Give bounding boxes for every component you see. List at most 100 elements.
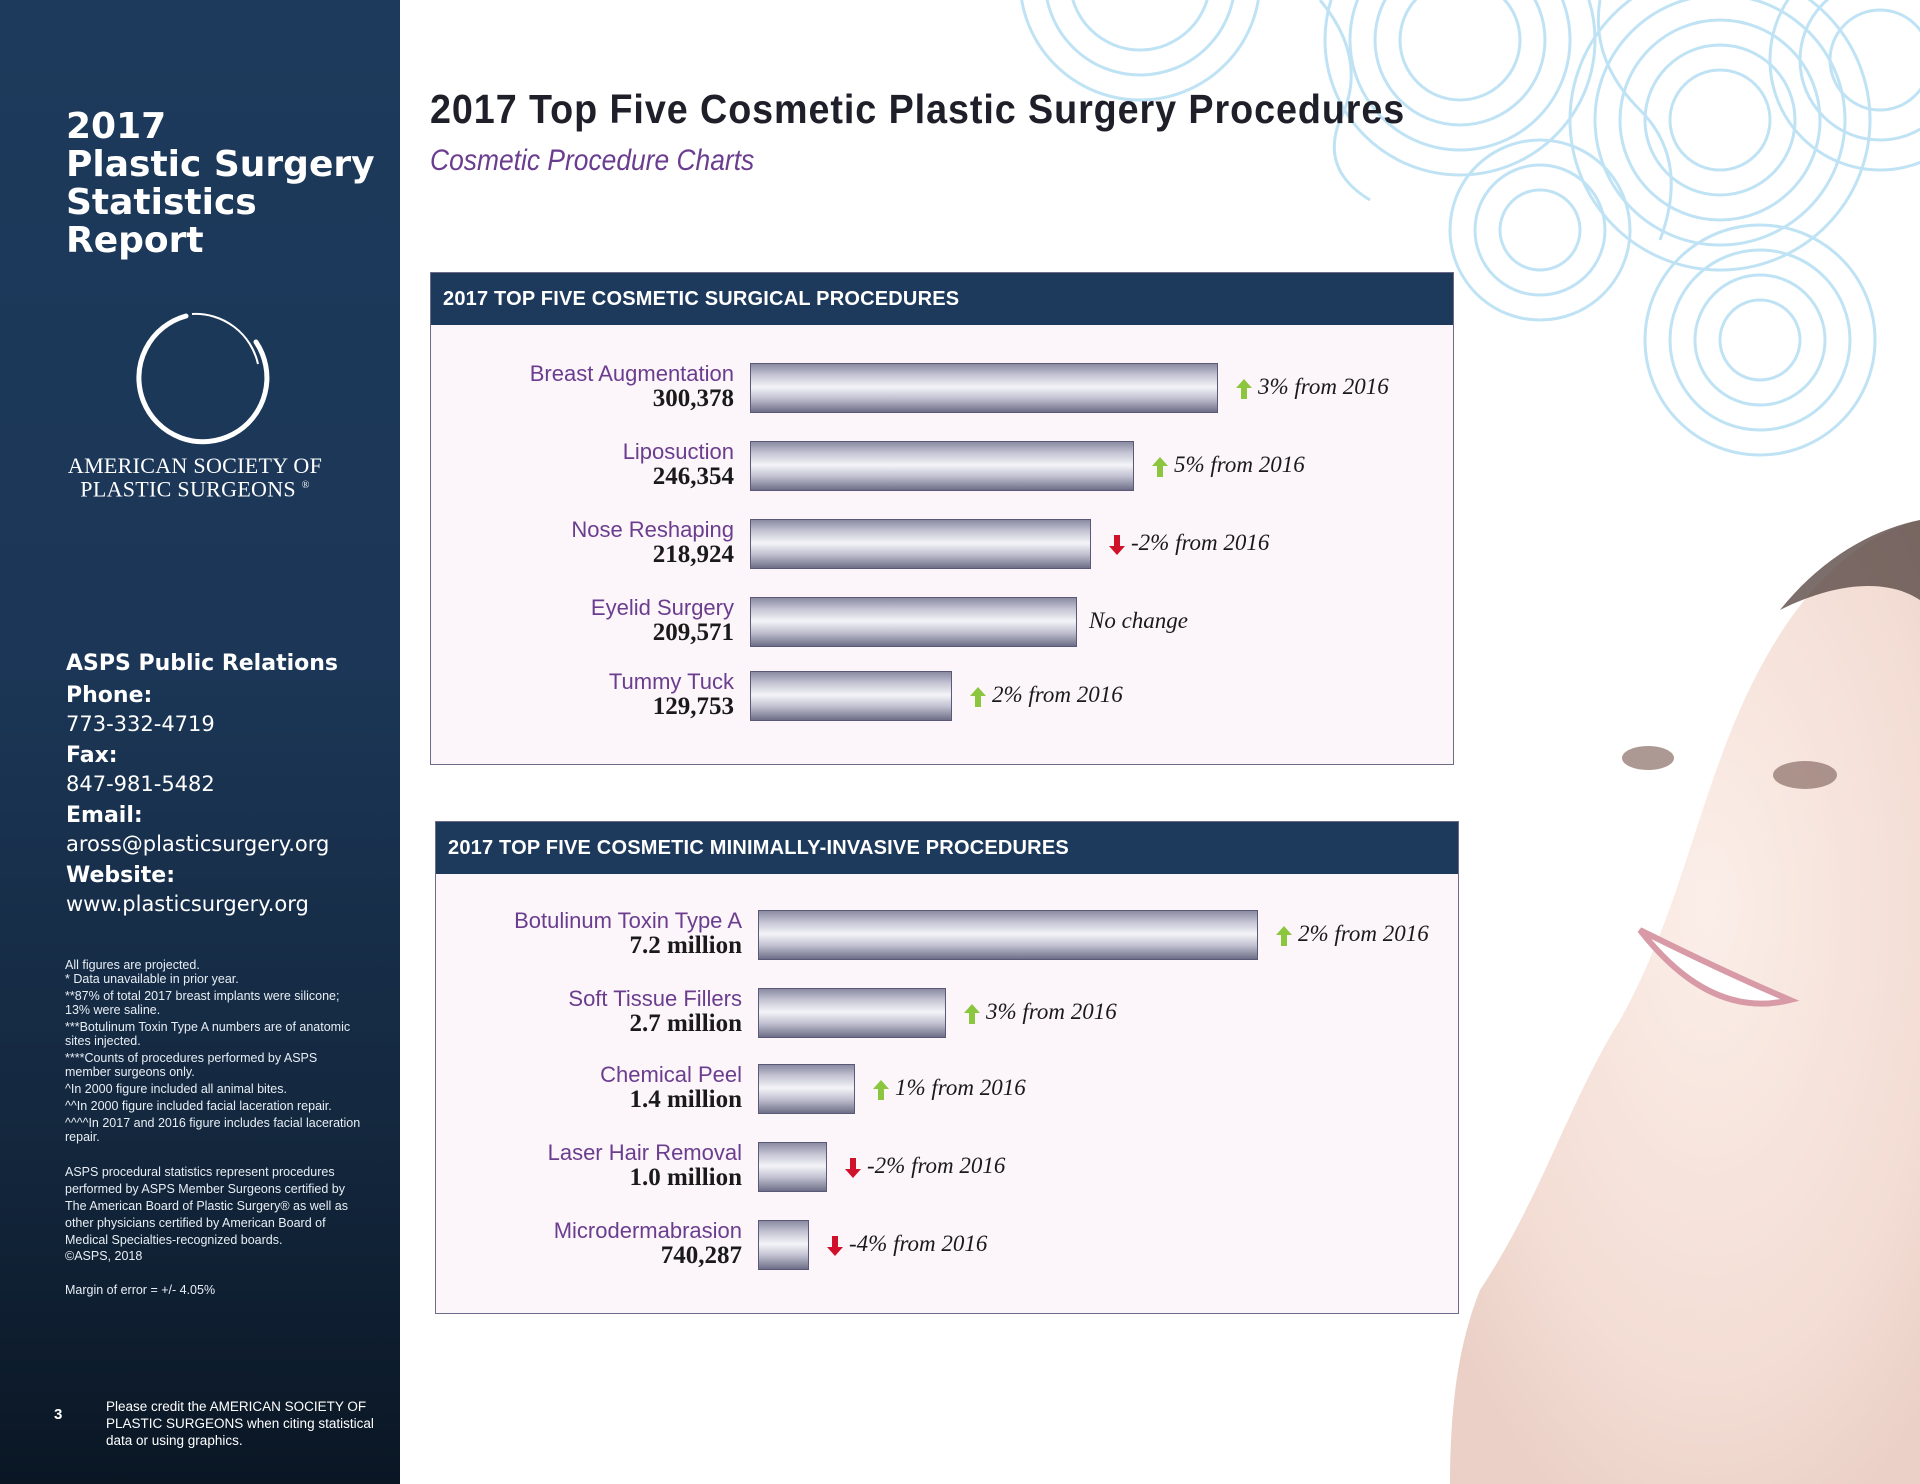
category-label: Liposuction [622,439,734,464]
swirl-decoration [1020,0,1920,457]
change-label: 3% from 2016 [1236,374,1389,400]
change-text: -2% from 2016 [1131,530,1270,555]
change-text: 2% from 2016 [1298,921,1429,946]
footnote: **87% of total 2017 breast implants were… [65,989,340,1017]
email-label: Email: [66,803,143,828]
footnote: ^In 2000 figure included all animal bite… [65,1082,287,1096]
chart-row: Liposuction 246,354 5% from 2016 [431,437,1453,493]
footnote: ^^In 2000 figure included facial lacerat… [65,1099,332,1113]
row-labels: Chemical Peel 1.4 million [442,1060,742,1116]
org-name: AMERICAN SOCIETY OF PLASTIC SURGEONS ® [40,453,350,502]
arrow-down-icon [845,1157,861,1178]
fax-label: Fax: [66,743,118,768]
arrow-up-icon [964,1003,980,1024]
arrow-up-icon [1152,456,1168,477]
email-link[interactable]: aross@plasticsurgery.org [66,832,330,856]
chart-row: Botulinum Toxin Type A 7.2 million 2% from… [436,906,1458,962]
change-label: 2% from 2016 [970,682,1123,708]
surgical-procedures-chart: 2017 TOP FIVE COSMETIC SURGICAL PROCEDUR… [430,272,1454,765]
value-label: 2.7 million [629,1010,742,1037]
value-label: 1.0 million [629,1164,742,1191]
category-label: Tummy Tuck [608,669,734,694]
report-title: 2017 Plastic Surgery Statistics Report [66,108,386,260]
chart-title: 2017 TOP FIVE COSMETIC MINIMALLY-INVASIV… [436,822,1458,874]
arrow-up-icon [1236,378,1252,399]
change-label: 1% from 2016 [873,1075,1026,1101]
org-name-line2: PLASTIC SURGEONS ® [80,476,310,502]
change-label: -2% from 2016 [1109,530,1269,556]
value-label: 209,571 [652,619,734,646]
chart-title: 2017 TOP FIVE COSMETIC SURGICAL PROCEDUR… [431,273,1453,325]
change-text: -4% from 2016 [849,1231,988,1256]
bar [750,363,1218,413]
footnote: ^^^^In 2017 and 2016 figure includes fac… [65,1116,361,1144]
copyright: ©ASPS, 2018 [65,1249,143,1263]
bar [750,519,1091,569]
contact-heading: ASPS Public Relations [66,651,338,676]
arrow-up-icon [873,1079,889,1100]
value-label: 129,753 [652,693,734,720]
chart-row: Tummy Tuck 129,753 2% from 2016 [431,667,1453,723]
phone-value: 773-332-4719 [66,712,215,736]
report-title-line: Report [66,220,204,261]
change-label: 5% from 2016 [1152,452,1305,478]
credit-note: Please credit the AMERICAN SOCIETY OF PL… [106,1399,374,1448]
value-label: 7.2 million [629,932,742,959]
minimally-invasive-procedures-chart: 2017 TOP FIVE COSMETIC MINIMALLY-INVASIV… [435,821,1459,1314]
category-label: Eyelid Surgery [590,595,734,620]
value-label: 218,924 [652,541,734,568]
chart-row: Chemical Peel 1.4 million 1% from 2016 [436,1060,1458,1116]
smiling-woman-image [1450,520,1920,1484]
arrow-up-icon [1276,925,1292,946]
change-text: No change [1089,608,1189,633]
change-label: -2% from 2016 [845,1153,1005,1179]
bar [750,441,1134,491]
value-label: 1.4 million [629,1086,742,1113]
arrow-down-icon [827,1235,843,1256]
change-label: 2% from 2016 [1276,921,1429,947]
bar [758,1064,855,1114]
page-title: 2017 Top Five Cosmetic Plastic Surgery P… [430,86,1406,132]
chart-row: Microdermabrasion 740,287 -4% from 2016 [436,1216,1458,1272]
category-label: Breast Augmentation [529,361,734,386]
chart-row: Laser Hair Removal 1.0 million -2% from 20… [436,1138,1458,1194]
statement: ASPS procedural statistics represent pro… [65,1165,348,1247]
change-text: 2% from 2016 [992,682,1123,707]
bar [758,1142,827,1192]
value-label: 246,354 [652,463,734,490]
change-label: -4% from 2016 [827,1231,987,1257]
footnote: All figures are projected. [65,958,200,972]
bar [758,910,1258,960]
row-labels: Nose Reshaping 218,924 [434,515,734,571]
change-label: 3% from 2016 [964,999,1117,1025]
chart-row: Breast Augmentation 300,378 3% from 2016 [431,359,1453,415]
row-labels: Liposuction 246,354 [434,437,734,493]
footnote: * Data unavailable in prior year. [65,972,239,986]
page-number: 3 [54,1406,63,1423]
arrow-up-icon [970,686,986,707]
change-label: No change [1089,608,1188,634]
arrow-down-icon [1109,534,1125,555]
category-label: Microdermabrasion [553,1218,742,1243]
page-subtitle: Cosmetic Procedure Charts [430,144,755,177]
report-title-line: Plastic Surgery [66,144,375,185]
footnotes: All figures are projected. * Data unavai… [65,958,365,1300]
asps-logo-icon [136,312,270,445]
fax-value: 847-981-5482 [66,772,215,796]
value-label: 300,378 [652,385,734,412]
row-labels: Tummy Tuck 129,753 [434,667,734,723]
category-label: Laser Hair Removal [547,1140,742,1165]
change-text: 3% from 2016 [986,999,1117,1024]
bar [758,988,946,1038]
website-link[interactable]: www.plasticsurgery.org [66,892,309,916]
value-label: 740,287 [660,1242,742,1269]
report-title-line: 2017 [66,106,167,147]
org-name-line1: AMERICAN SOCIETY OF [67,453,323,478]
row-labels: Botulinum Toxin Type A 7.2 million [442,906,742,962]
sidebar: 2017 Plastic Surgery Statistics Report A… [0,0,400,1484]
chart-row: Nose Reshaping 218,924 -2% from 2016 [431,515,1453,571]
bar [758,1220,809,1270]
bar [750,597,1077,647]
row-labels: Eyelid Surgery 209,571 [434,593,734,649]
change-text: 5% from 2016 [1174,452,1305,477]
